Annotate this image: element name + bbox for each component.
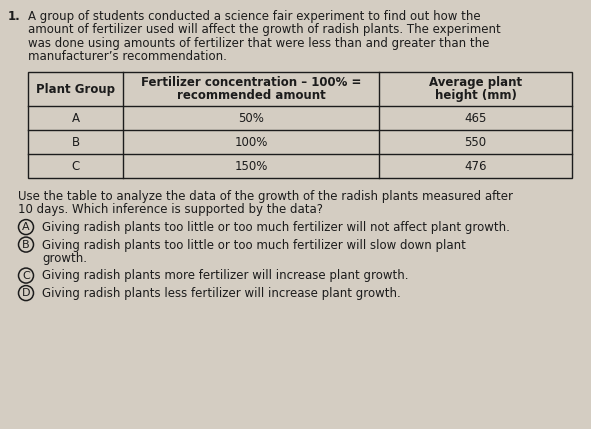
- Text: Fertilizer concentration – 100% =: Fertilizer concentration – 100% =: [141, 76, 361, 89]
- Text: recommended amount: recommended amount: [177, 89, 326, 102]
- Text: C: C: [72, 160, 80, 172]
- Text: height (mm): height (mm): [434, 89, 517, 102]
- Text: 10 days. Which inference is supported by the data?: 10 days. Which inference is supported by…: [18, 203, 323, 217]
- Text: D: D: [22, 288, 30, 298]
- Text: C: C: [22, 271, 30, 281]
- Text: B: B: [22, 239, 30, 250]
- Text: A group of students conducted a science fair experiment to find out how the: A group of students conducted a science …: [28, 10, 480, 23]
- Text: Plant Group: Plant Group: [36, 82, 115, 96]
- Text: 150%: 150%: [235, 160, 268, 172]
- Text: Giving radish plants too little or too much fertilizer will not affect plant gro: Giving radish plants too little or too m…: [42, 221, 510, 234]
- Text: 50%: 50%: [238, 112, 264, 124]
- Text: Giving radish plants less fertilizer will increase plant growth.: Giving radish plants less fertilizer wil…: [42, 287, 401, 300]
- Text: 465: 465: [465, 112, 486, 124]
- Text: A: A: [72, 112, 80, 124]
- Text: B: B: [72, 136, 80, 148]
- Text: Average plant: Average plant: [429, 76, 522, 89]
- Text: manufacturer’s recommendation.: manufacturer’s recommendation.: [28, 51, 227, 63]
- Text: Giving radish plants too little or too much fertilizer will slow down plant: Giving radish plants too little or too m…: [42, 239, 466, 251]
- Text: 1.: 1.: [8, 10, 21, 23]
- Text: amount of fertilizer used will affect the growth of radish plants. The experimen: amount of fertilizer used will affect th…: [28, 24, 501, 36]
- Text: Use the table to analyze the data of the growth of the radish plants measured af: Use the table to analyze the data of the…: [18, 190, 513, 203]
- Text: was done using amounts of fertilizer that were less than and greater than the: was done using amounts of fertilizer tha…: [28, 37, 489, 50]
- Text: 476: 476: [464, 160, 487, 172]
- Text: Giving radish plants more fertilizer will increase plant growth.: Giving radish plants more fertilizer wil…: [42, 269, 408, 283]
- Text: 100%: 100%: [235, 136, 268, 148]
- Text: growth.: growth.: [42, 252, 87, 265]
- Bar: [28, 72, 572, 178]
- Text: A: A: [22, 222, 30, 232]
- Text: 550: 550: [465, 136, 486, 148]
